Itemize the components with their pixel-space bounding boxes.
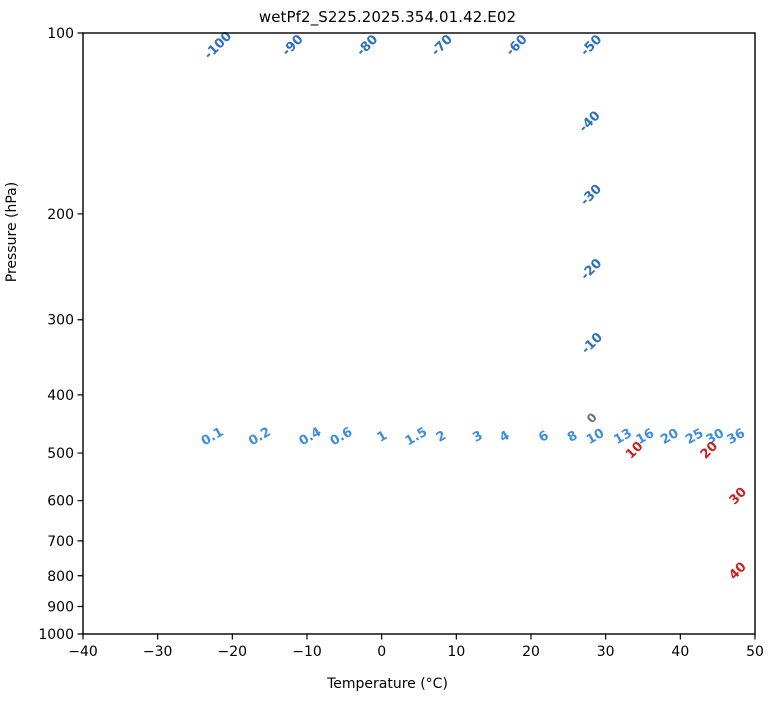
y-tick-label: 700 xyxy=(47,534,74,550)
x-tick-label: 20 xyxy=(522,644,540,660)
isotherm-line xyxy=(754,633,755,634)
plot-background xyxy=(83,33,755,634)
y-tick-label: 500 xyxy=(47,446,74,462)
chart-title: wetPf2_S225.2025.354.01.42.E02 xyxy=(258,8,517,26)
y-tick-label: 300 xyxy=(47,313,74,329)
y-tick-label: 800 xyxy=(47,569,74,585)
y-tick-label: 900 xyxy=(47,599,74,615)
y-tick-label: 1000 xyxy=(38,627,74,643)
y-tick-label: 100 xyxy=(47,26,74,42)
plot-frame xyxy=(82,32,756,635)
y-tick-label: 400 xyxy=(47,388,74,404)
x-tick-label: 10 xyxy=(447,644,465,660)
y-tick-label: 600 xyxy=(47,494,74,510)
x-tick-label: −10 xyxy=(292,644,322,660)
x-tick-label: 30 xyxy=(597,644,615,660)
x-tick-label: −30 xyxy=(143,644,173,660)
x-tick-label: −20 xyxy=(218,644,248,660)
x-tick-label: 0 xyxy=(377,644,386,660)
x-axis-label: Temperature (°C) xyxy=(327,676,448,692)
isotherm-line xyxy=(0,33,12,634)
x-tick-label: 40 xyxy=(671,644,689,660)
x-tick-label: 50 xyxy=(746,644,764,660)
x-tick-label: −40 xyxy=(68,644,98,660)
y-tick-label: 200 xyxy=(47,207,74,223)
